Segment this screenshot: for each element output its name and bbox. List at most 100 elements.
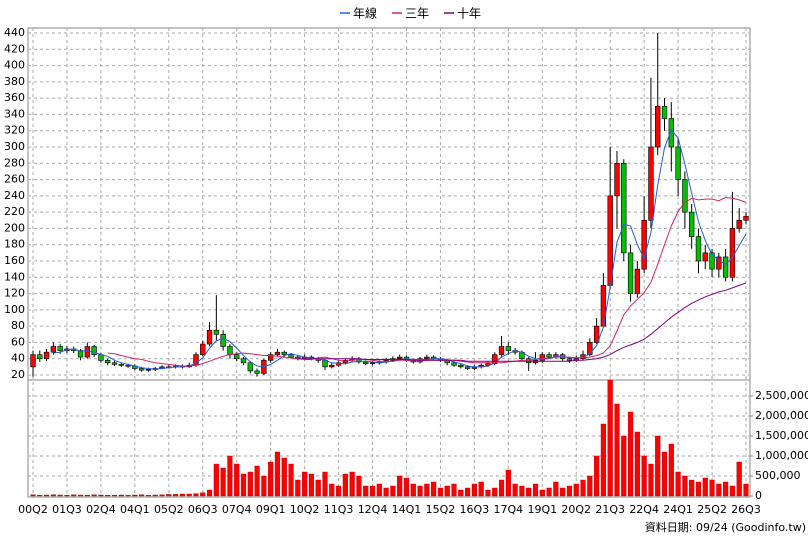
x-tick-label: 26Q3: [731, 503, 761, 516]
candle-body: [641, 219, 647, 270]
volume-bar: [30, 494, 36, 497]
y-tick-label: 100: [4, 303, 25, 316]
candle-body: [566, 358, 573, 361]
volume-bar: [689, 479, 695, 497]
volume-bar: [736, 461, 742, 497]
volume-bar: [71, 494, 77, 497]
volume-bar: [111, 495, 118, 497]
candle-body: [274, 351, 281, 355]
volume-tick-label: 1,500,000: [755, 429, 808, 442]
volume-bar: [729, 485, 735, 497]
candle-body: [451, 362, 457, 366]
volume-bar: [397, 475, 403, 497]
volume-bar: [661, 451, 668, 497]
volume-bar: [655, 435, 661, 497]
y-tick-label: 140: [4, 270, 25, 283]
volume-bar: [206, 489, 213, 497]
x-tick-label: 12Q4: [358, 503, 388, 516]
volume-bar: [64, 495, 70, 497]
candle-body: [145, 368, 152, 371]
volume-bar: [268, 461, 274, 497]
volume-bar: [220, 467, 226, 497]
candle-body: [607, 195, 613, 286]
volume-bar: [682, 475, 688, 497]
y-tick-label: 40: [11, 352, 25, 365]
volume-bar: [600, 423, 606, 497]
volume-bar: [227, 455, 233, 497]
volume-bar: [240, 473, 247, 497]
volume-bar: [634, 431, 640, 497]
x-tick-label: 22Q4: [629, 503, 659, 516]
volume-bar: [505, 469, 511, 497]
y-tick-label: 260: [4, 173, 25, 186]
x-tick-label: 06Q3: [188, 503, 218, 516]
candle-body: [729, 228, 736, 278]
volume-bar: [179, 493, 185, 497]
volume-bar: [695, 481, 702, 497]
candle-body: [118, 364, 124, 366]
candle-body: [702, 252, 708, 262]
volume-bar: [431, 481, 437, 497]
candle-body: [587, 342, 593, 355]
volume-bar: [315, 479, 321, 497]
candle-body: [722, 256, 729, 278]
candle-body: [634, 268, 641, 294]
y-tick-label: 120: [4, 287, 25, 300]
volume-bar: [560, 487, 566, 497]
volume-bar: [743, 483, 749, 497]
x-tick-label: 04Q1: [120, 503, 150, 516]
x-tick-label: 16Q3: [460, 503, 490, 516]
candle-body: [668, 118, 674, 148]
volume-tick-label: 1,000,000: [755, 449, 808, 462]
x-tick-label: 24Q1: [663, 503, 693, 516]
candle-body: [200, 343, 206, 355]
volume-bar: [145, 495, 152, 497]
volume-bar: [573, 483, 579, 497]
volume-bar: [492, 487, 498, 497]
y-tick-label: 60: [11, 335, 25, 348]
candle-body: [77, 350, 84, 358]
volume-bar: [37, 495, 43, 497]
volume-bar: [376, 483, 382, 497]
volume-bar: [132, 494, 138, 497]
candle-body: [709, 252, 715, 270]
candle-body: [655, 105, 661, 148]
volume-bar: [349, 471, 355, 497]
volume-bar: [723, 481, 729, 497]
volume-bar: [98, 494, 104, 497]
candle-body: [743, 215, 749, 221]
y-tick-label: 20: [11, 368, 25, 381]
volume-bar: [91, 494, 97, 497]
candle-body: [661, 105, 668, 119]
volume-bar: [553, 481, 559, 497]
volume-bar: [322, 471, 328, 497]
volume-bar: [308, 473, 314, 497]
volume-bar: [383, 487, 389, 497]
volume-bar: [437, 487, 444, 497]
x-tick-label: 19Q1: [527, 503, 557, 516]
x-tick-label: 17Q4: [494, 503, 524, 516]
volume-bar: [709, 479, 715, 497]
volume-bar: [173, 494, 179, 497]
y-tick-label: 280: [4, 156, 25, 169]
volume-bar: [152, 494, 158, 497]
volume-bar: [702, 477, 708, 497]
candle-body: [539, 354, 545, 361]
footer: 資料日期: 09/24 (Goodinfo.tw): [645, 520, 806, 534]
y-tick-label: 320: [4, 124, 25, 137]
volume-bar: [716, 483, 722, 497]
volume-tick-label: 500,000: [755, 469, 801, 482]
x-tick-label: 01Q3: [52, 503, 82, 516]
volume-tick-label: 0: [755, 489, 762, 502]
candle-body: [213, 329, 220, 335]
volume-bar: [526, 487, 532, 497]
candle-body: [621, 162, 627, 254]
volume-bar: [84, 495, 90, 497]
candle-body: [458, 364, 464, 368]
volume-bar: [587, 475, 593, 497]
volume-bar: [44, 494, 50, 497]
candle-body: [206, 329, 213, 345]
y-tick-label: 240: [4, 189, 25, 202]
volume-bar: [532, 483, 539, 497]
candle-body: [234, 354, 240, 360]
